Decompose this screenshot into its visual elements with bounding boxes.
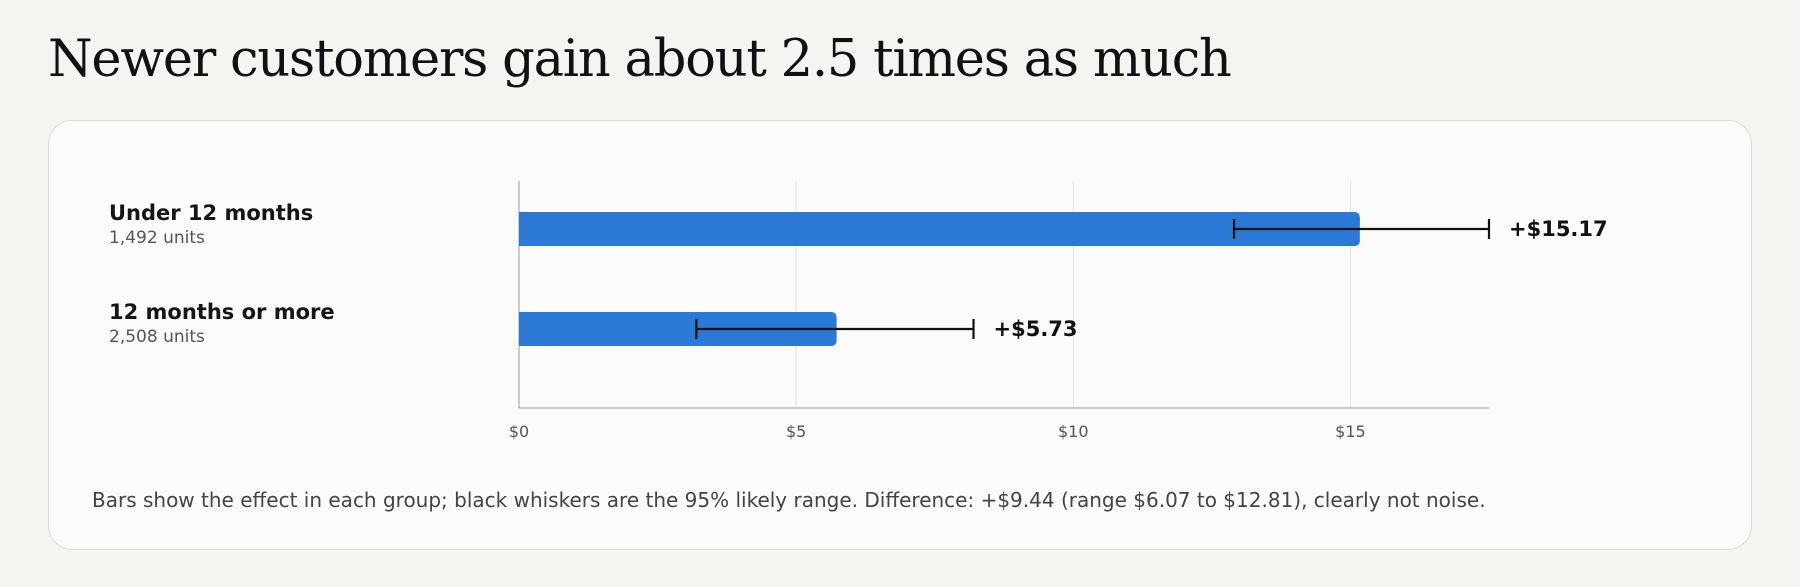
x-tick-label: $5 (786, 422, 806, 441)
chart-footnote: Bars show the effect in each group; blac… (92, 488, 1486, 512)
group-name: Under 12 months (109, 201, 314, 225)
bar-chart: $0 $5 $10 $15 +$15.17 +$5.73 (509, 181, 1608, 441)
value-label: +$15.17 (1509, 217, 1608, 241)
bar (519, 312, 837, 346)
group-units: 2,508 units (109, 327, 205, 347)
bar (519, 212, 1360, 246)
group-label-under-12-months: Under 12 months 1,492 units (109, 201, 313, 248)
x-tick-label: $15 (1335, 422, 1366, 441)
group-units: 1,492 units (109, 228, 205, 248)
page-title: Newer customers gain about 2.5 times as … (48, 30, 1232, 89)
chart-card: Under 12 months 1,492 units 12 months or… (48, 120, 1752, 550)
x-tick-label: $0 (509, 422, 529, 441)
group-name: 12 months or more (109, 300, 335, 324)
group-label-12-months-or-more: 12 months or more 2,508 units (109, 300, 335, 347)
value-label: +$5.73 (994, 317, 1078, 341)
x-tick-label: $10 (1058, 422, 1089, 441)
